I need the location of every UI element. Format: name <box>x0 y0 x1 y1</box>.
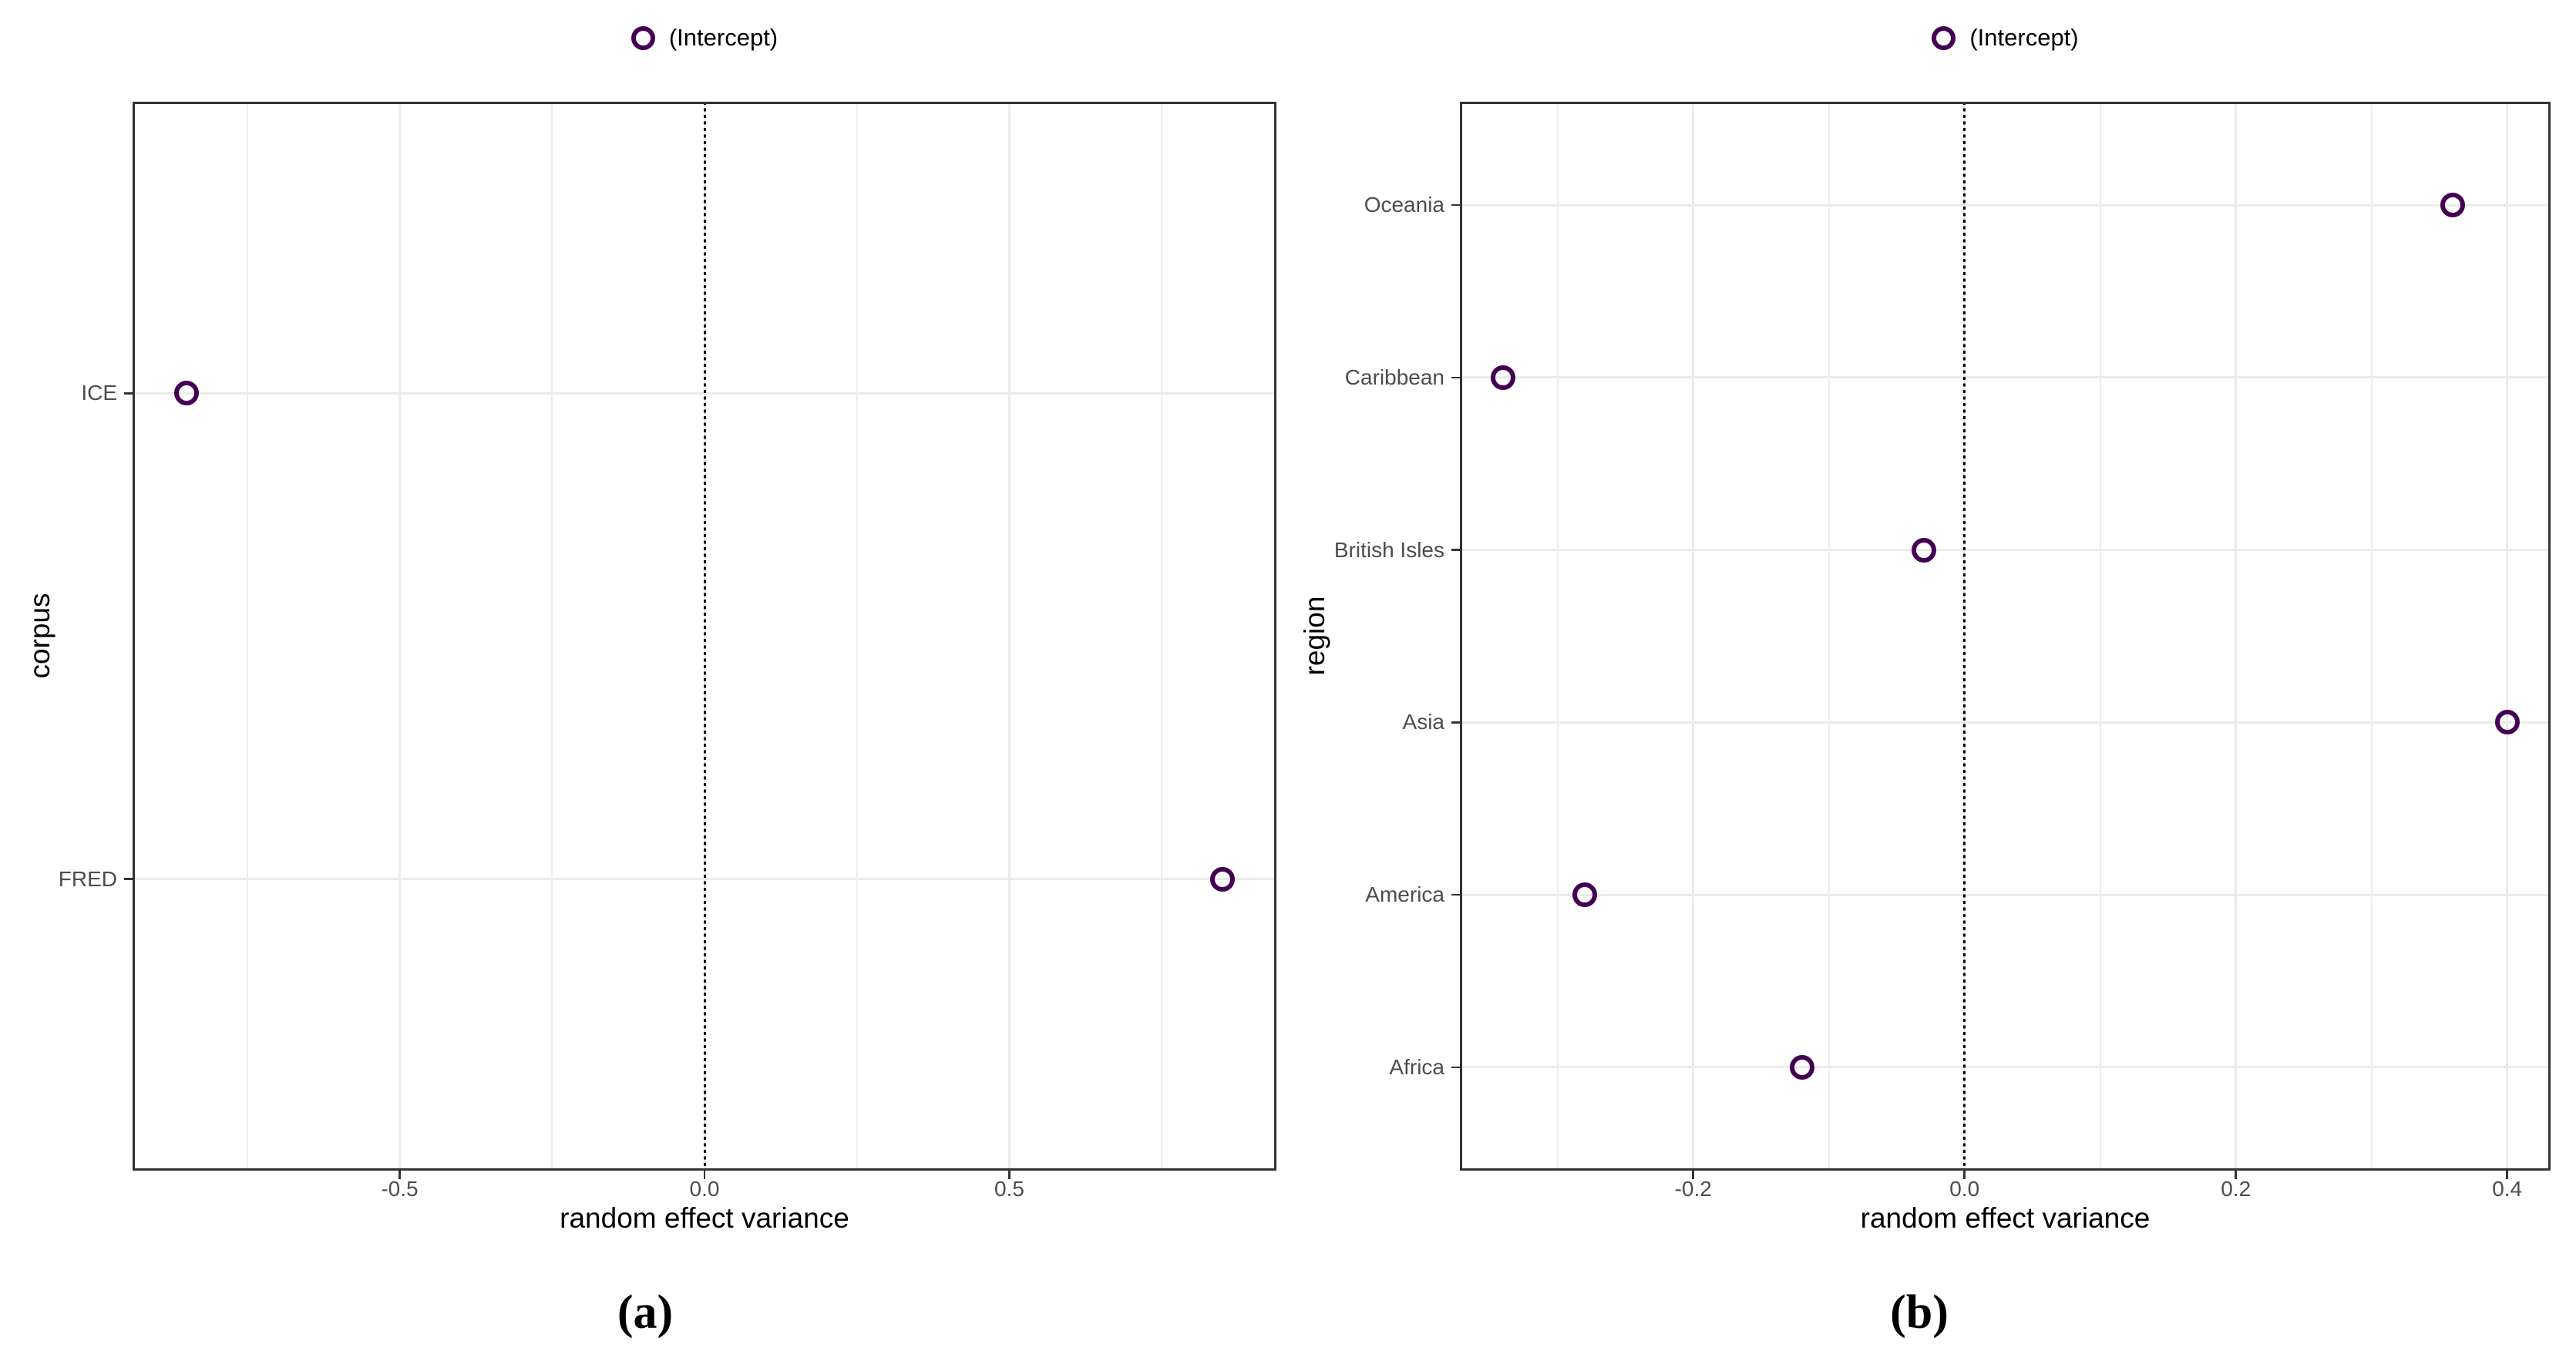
x-tick-mark <box>703 1171 706 1179</box>
gridline-vertical-major <box>1008 102 1011 1171</box>
x-tick-label: 0.5 <box>994 1177 1024 1201</box>
gridline-horizontal-America <box>1460 893 2551 896</box>
gridline-vertical-minor <box>856 102 858 1171</box>
x-tick-label: 0.2 <box>2221 1177 2251 1201</box>
y-tick-label-FRED: FRED <box>58 866 117 891</box>
gridline-vertical-minor <box>1828 102 1830 1171</box>
x-tick-label: 0.4 <box>2492 1177 2523 1201</box>
panel-border <box>133 102 1276 1171</box>
y-tick-label-Oceania: Oceania <box>1364 193 1444 217</box>
x-tick-mark <box>1008 1171 1011 1179</box>
gridline-vertical-minor <box>246 102 248 1171</box>
data-point-Africa <box>1789 1054 1814 1080</box>
gridline-vertical-minor <box>2370 102 2373 1171</box>
gridline-vertical-major <box>2235 102 2238 1171</box>
zero-reference-line <box>1963 102 1966 1171</box>
zero-reference-line <box>703 102 706 1171</box>
gridline-horizontal-Oceania <box>1460 203 2551 207</box>
data-point-Oceania <box>2440 193 2466 218</box>
gridline-vertical-minor <box>2099 102 2101 1171</box>
gridline-horizontal-Asia <box>1460 721 2551 724</box>
gridline-horizontal-Africa <box>1460 1066 2551 1069</box>
legend-a: (Intercept) <box>133 14 1276 62</box>
y-tick-mark <box>124 878 133 880</box>
y-axis-title-region: region <box>1299 596 1330 676</box>
y-tick-label-British Isles: British Isles <box>1333 537 1444 562</box>
caption-a: (a) <box>617 1286 674 1339</box>
data-point-ICE <box>173 381 199 406</box>
y-tick-label-Caribbean: Caribbean <box>1344 365 1444 389</box>
data-point-British Isles <box>1911 537 1936 563</box>
panel-border <box>1460 102 2551 1171</box>
y-tick-mark <box>1451 1066 1460 1069</box>
gridline-vertical-minor <box>551 102 553 1171</box>
x-tick-mark <box>1963 1171 1966 1179</box>
y-tick-label-ICE: ICE <box>81 381 117 405</box>
legend-b: (Intercept) <box>1460 14 2551 62</box>
legend-label: (Intercept) <box>668 24 779 51</box>
y-tick-mark <box>1451 376 1460 379</box>
caption-b: (b) <box>1890 1286 1949 1339</box>
legend-label: (Intercept) <box>1969 24 2079 51</box>
intercept-marker-icon <box>631 25 655 50</box>
x-tick-label: 0.0 <box>689 1177 720 1201</box>
gridline-horizontal-Caribbean <box>1460 376 2551 379</box>
gridline-vertical-major <box>398 102 401 1171</box>
y-tick-mark <box>1451 203 1460 207</box>
y-tick-mark <box>1451 721 1460 724</box>
y-tick-mark <box>1451 549 1460 551</box>
gridline-vertical-minor <box>1161 102 1163 1171</box>
y-tick-mark <box>124 392 133 395</box>
x-tick-mark <box>2235 1171 2237 1179</box>
gridline-vertical-major <box>2506 102 2509 1171</box>
x-tick-label: -0.2 <box>1674 1177 1712 1201</box>
x-tick-mark <box>399 1171 401 1179</box>
data-point-Caribbean <box>1491 365 1516 390</box>
x-axis-title: random effect variance <box>1860 1202 2151 1234</box>
gridline-horizontal-British Isles <box>1460 549 2551 552</box>
y-tick-label-Asia: Asia <box>1402 710 1444 734</box>
x-tick-label: 0.0 <box>1949 1177 1980 1201</box>
data-point-Asia <box>2494 710 2520 735</box>
data-point-FRED <box>1210 866 1236 892</box>
y-tick-label-America: America <box>1365 882 1444 907</box>
intercept-marker-icon <box>1932 25 1956 50</box>
gridline-vertical-minor <box>1556 102 1559 1171</box>
data-point-America <box>1572 882 1597 908</box>
y-tick-mark <box>1451 893 1460 896</box>
x-tick-mark <box>2506 1171 2508 1179</box>
x-tick-mark <box>1692 1171 1694 1179</box>
x-axis-title: random effect variance <box>560 1202 849 1234</box>
gridline-vertical-major <box>1692 102 1695 1171</box>
x-tick-label: -0.5 <box>381 1177 419 1201</box>
y-tick-label-Africa: Africa <box>1389 1054 1444 1079</box>
